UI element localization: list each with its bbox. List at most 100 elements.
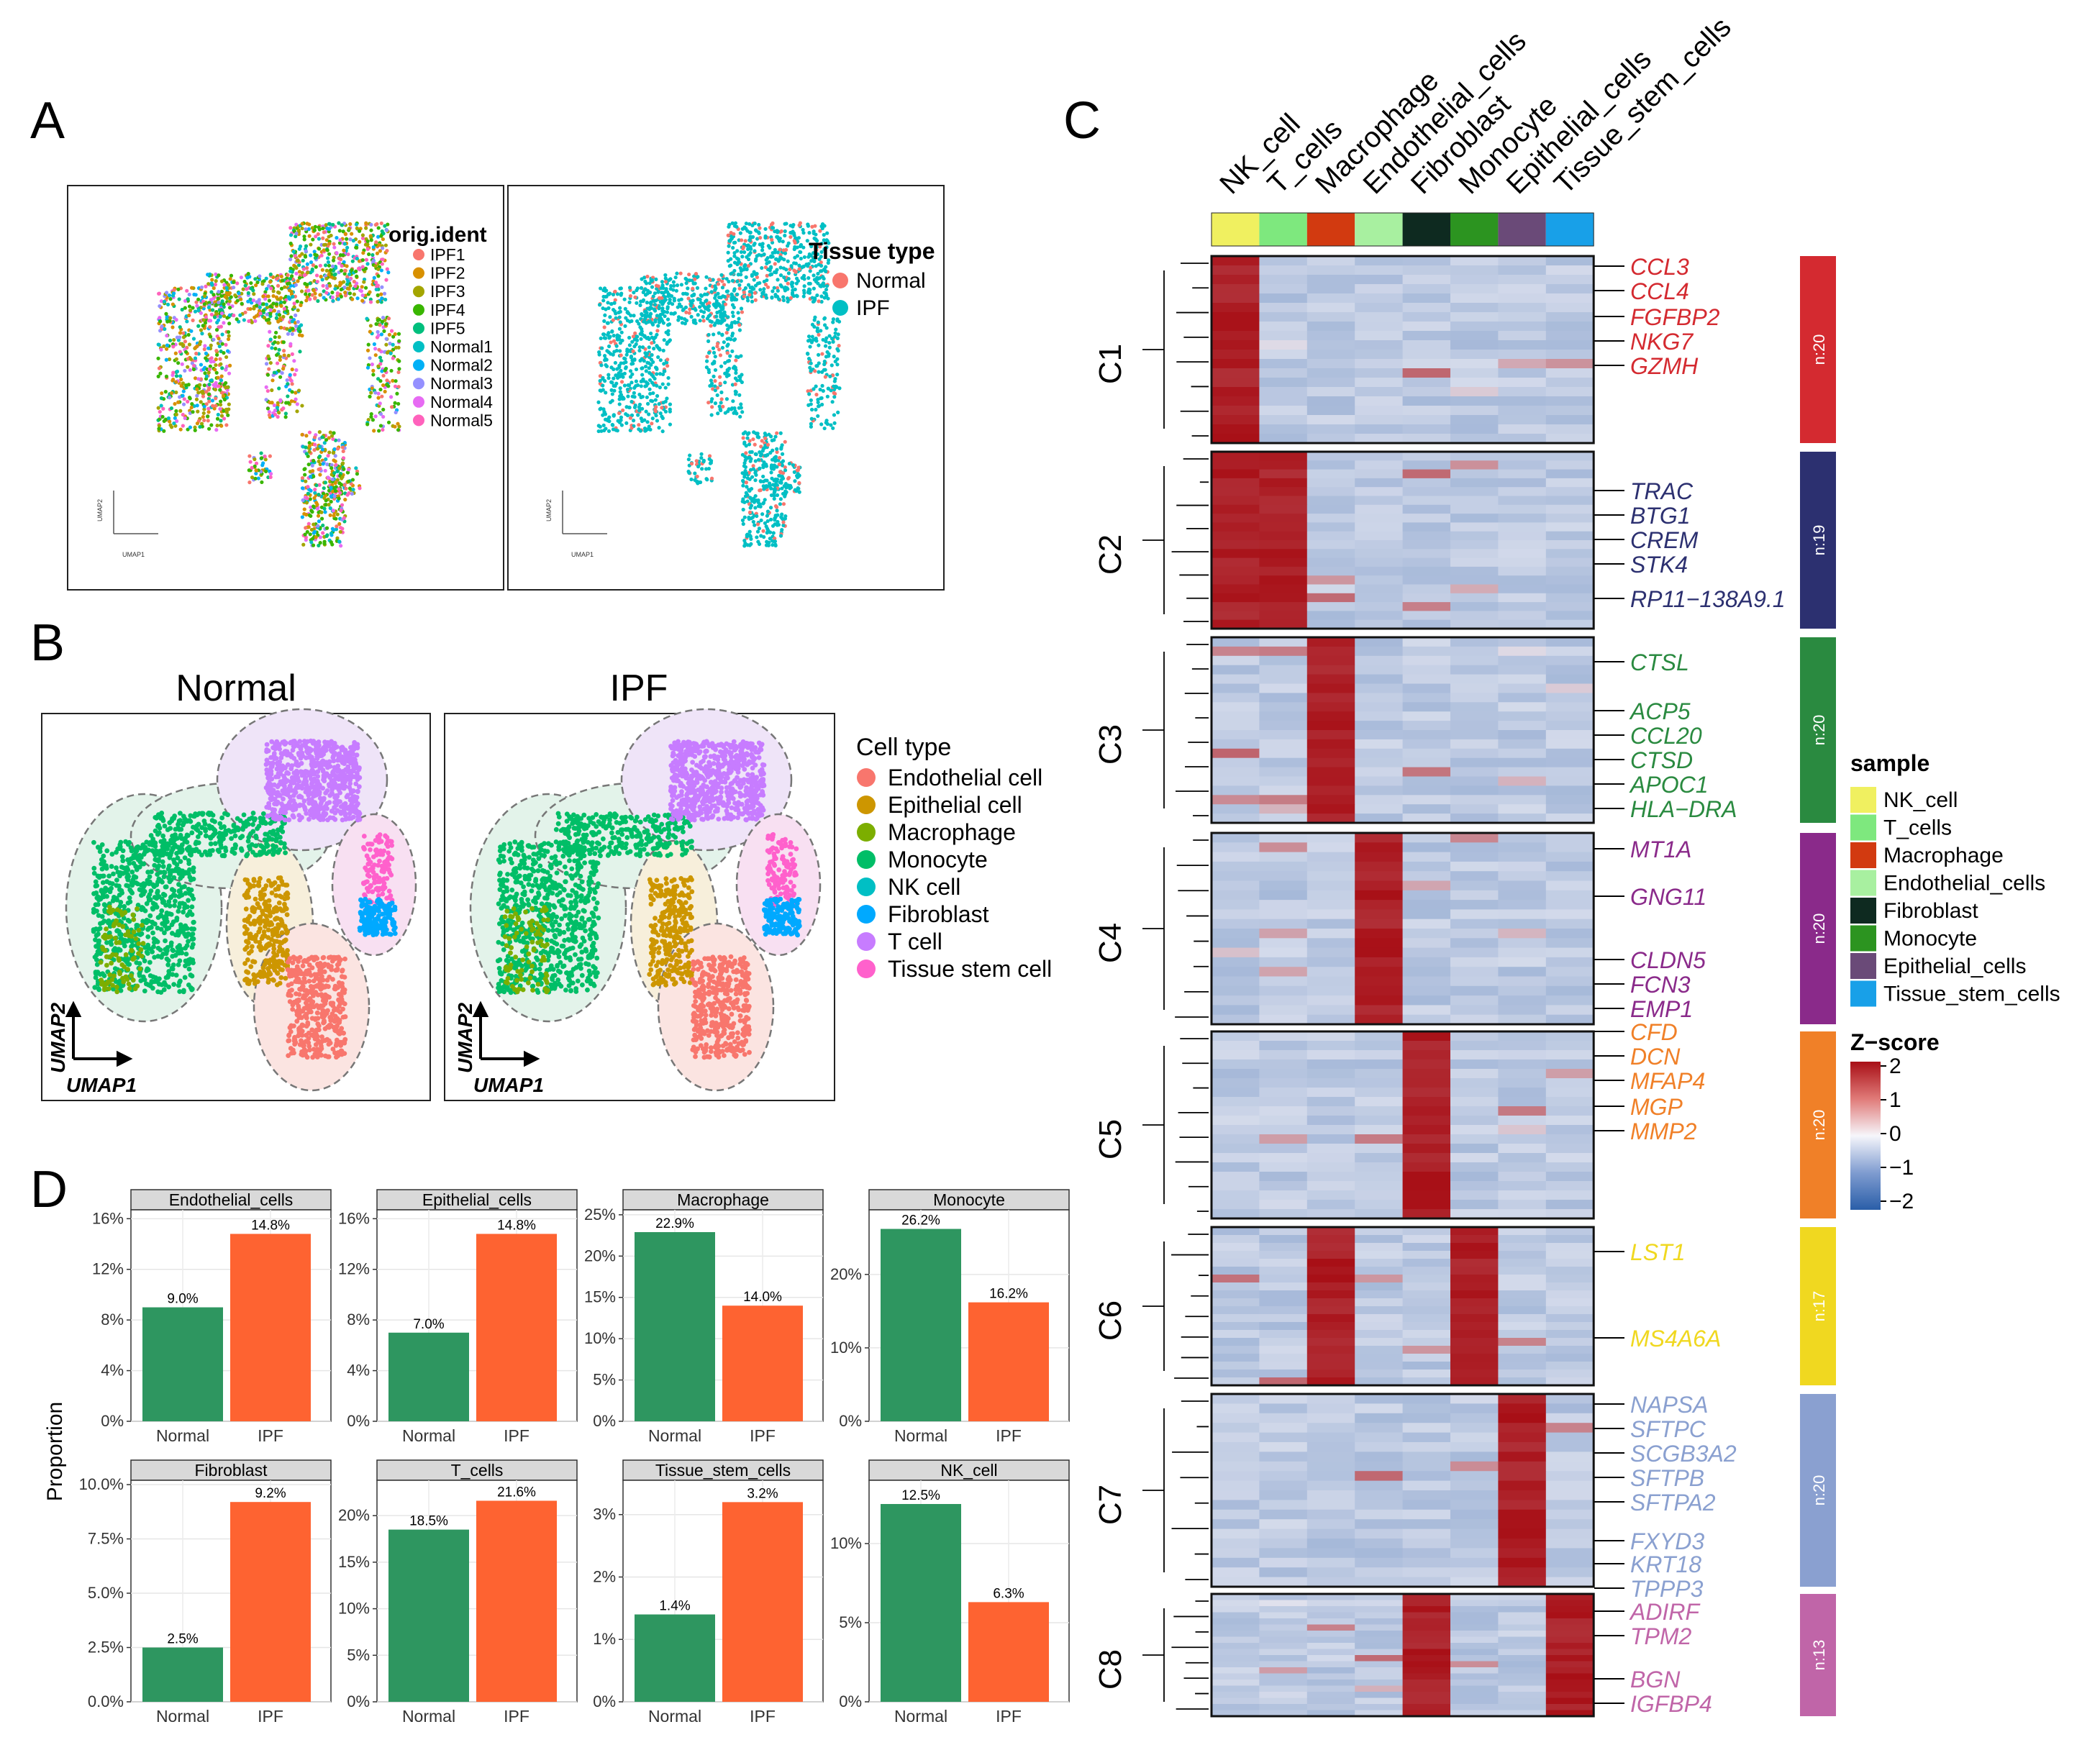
umap-point: [741, 245, 746, 249]
umap-point: [283, 415, 288, 419]
umap-point: [628, 416, 633, 420]
umap-point: [198, 342, 202, 347]
umap-point: [114, 895, 119, 901]
umap-point: [751, 519, 755, 524]
umap-point: [819, 402, 824, 407]
umap-point: [397, 359, 401, 363]
umap-point: [778, 502, 783, 506]
umap-point: [735, 292, 740, 296]
umap-point: [345, 493, 350, 497]
umap-point: [242, 318, 246, 322]
umap-point: [822, 232, 826, 237]
umap-point: [618, 341, 622, 345]
umap-point: [772, 286, 776, 290]
umap-point: [372, 429, 376, 433]
umap-point: [333, 454, 337, 458]
umap-point: [701, 458, 706, 462]
umap-point: [191, 318, 195, 322]
umap-point: [114, 878, 119, 883]
umap-point: [100, 880, 106, 885]
umap-point: [204, 374, 209, 378]
umap-point: [381, 373, 386, 378]
umap-point: [826, 296, 830, 301]
umap-point: [607, 415, 612, 419]
umap-point: [641, 298, 645, 304]
umap-point: [765, 509, 771, 514]
umap-point: [792, 268, 796, 273]
umap-point: [368, 394, 372, 398]
umap-point: [312, 522, 316, 527]
umap-point: [396, 385, 401, 389]
umap-point: [121, 865, 127, 871]
umap-point: [212, 293, 216, 297]
umap-orig-ident-frame: [67, 185, 504, 591]
umap-point: [328, 506, 332, 511]
umap-point: [194, 351, 199, 356]
umap-point: [272, 370, 276, 375]
umap-point: [790, 284, 794, 289]
umap-point: [729, 257, 733, 261]
umap-point: [243, 310, 247, 314]
umap-point: [202, 383, 206, 388]
umap-point: [156, 981, 162, 987]
umap-point: [157, 424, 161, 428]
umap-point: [746, 283, 751, 287]
legend-key-dot: [413, 249, 424, 260]
umap-point: [330, 542, 335, 547]
umap-point: [322, 441, 327, 445]
umap-point: [335, 524, 339, 529]
umap-point: [815, 326, 819, 330]
umap-point: [725, 351, 729, 355]
umap-point: [186, 898, 191, 903]
umap-point: [317, 467, 321, 472]
umap-point: [186, 427, 190, 432]
umap-point: [289, 399, 294, 404]
umap-point: [162, 419, 166, 424]
umap-point: [286, 401, 291, 405]
umap-point: [640, 394, 645, 399]
umap-point: [809, 369, 813, 373]
umap-point: [168, 423, 173, 427]
umap-point: [323, 510, 327, 514]
umap-point: [213, 368, 217, 372]
umap-point: [394, 379, 398, 383]
umap-point: [384, 337, 388, 341]
umap-point: [133, 864, 139, 869]
umap-point: [338, 258, 343, 262]
legend-key-dot: [413, 286, 424, 298]
umap-point: [306, 521, 311, 526]
umap-point: [155, 945, 161, 951]
umap-point: [385, 267, 389, 271]
umap-point: [796, 465, 801, 470]
umap-point: [216, 318, 221, 322]
umap-point: [339, 509, 343, 513]
umap-point: [161, 849, 167, 855]
umap-point: [174, 390, 178, 395]
umap-point: [383, 322, 388, 327]
umap-point: [629, 319, 634, 324]
umap-point: [637, 322, 641, 326]
umap-point: [728, 239, 732, 243]
umap-point: [177, 989, 183, 994]
umap-point: [273, 844, 278, 849]
umap-point: [164, 948, 170, 954]
umap-point: [310, 293, 314, 297]
umap-point: [667, 301, 671, 306]
umap-point: [809, 421, 813, 426]
umap-point: [204, 390, 209, 394]
umap-point: [661, 348, 665, 352]
umap-point: [820, 222, 825, 227]
umap-point: [301, 258, 305, 263]
umap-point: [369, 228, 373, 232]
umap-point: [301, 542, 306, 547]
umap-point: [660, 283, 665, 288]
umap-point: [265, 843, 271, 849]
umap-point: [650, 380, 655, 385]
umap-point: [605, 349, 609, 353]
umap-point: [159, 347, 163, 352]
umap-point: [814, 339, 819, 343]
umap-point: [757, 222, 761, 227]
umap-point: [224, 368, 228, 372]
umap-point: [651, 294, 655, 298]
legend-item-label: Normal5: [430, 411, 493, 429]
